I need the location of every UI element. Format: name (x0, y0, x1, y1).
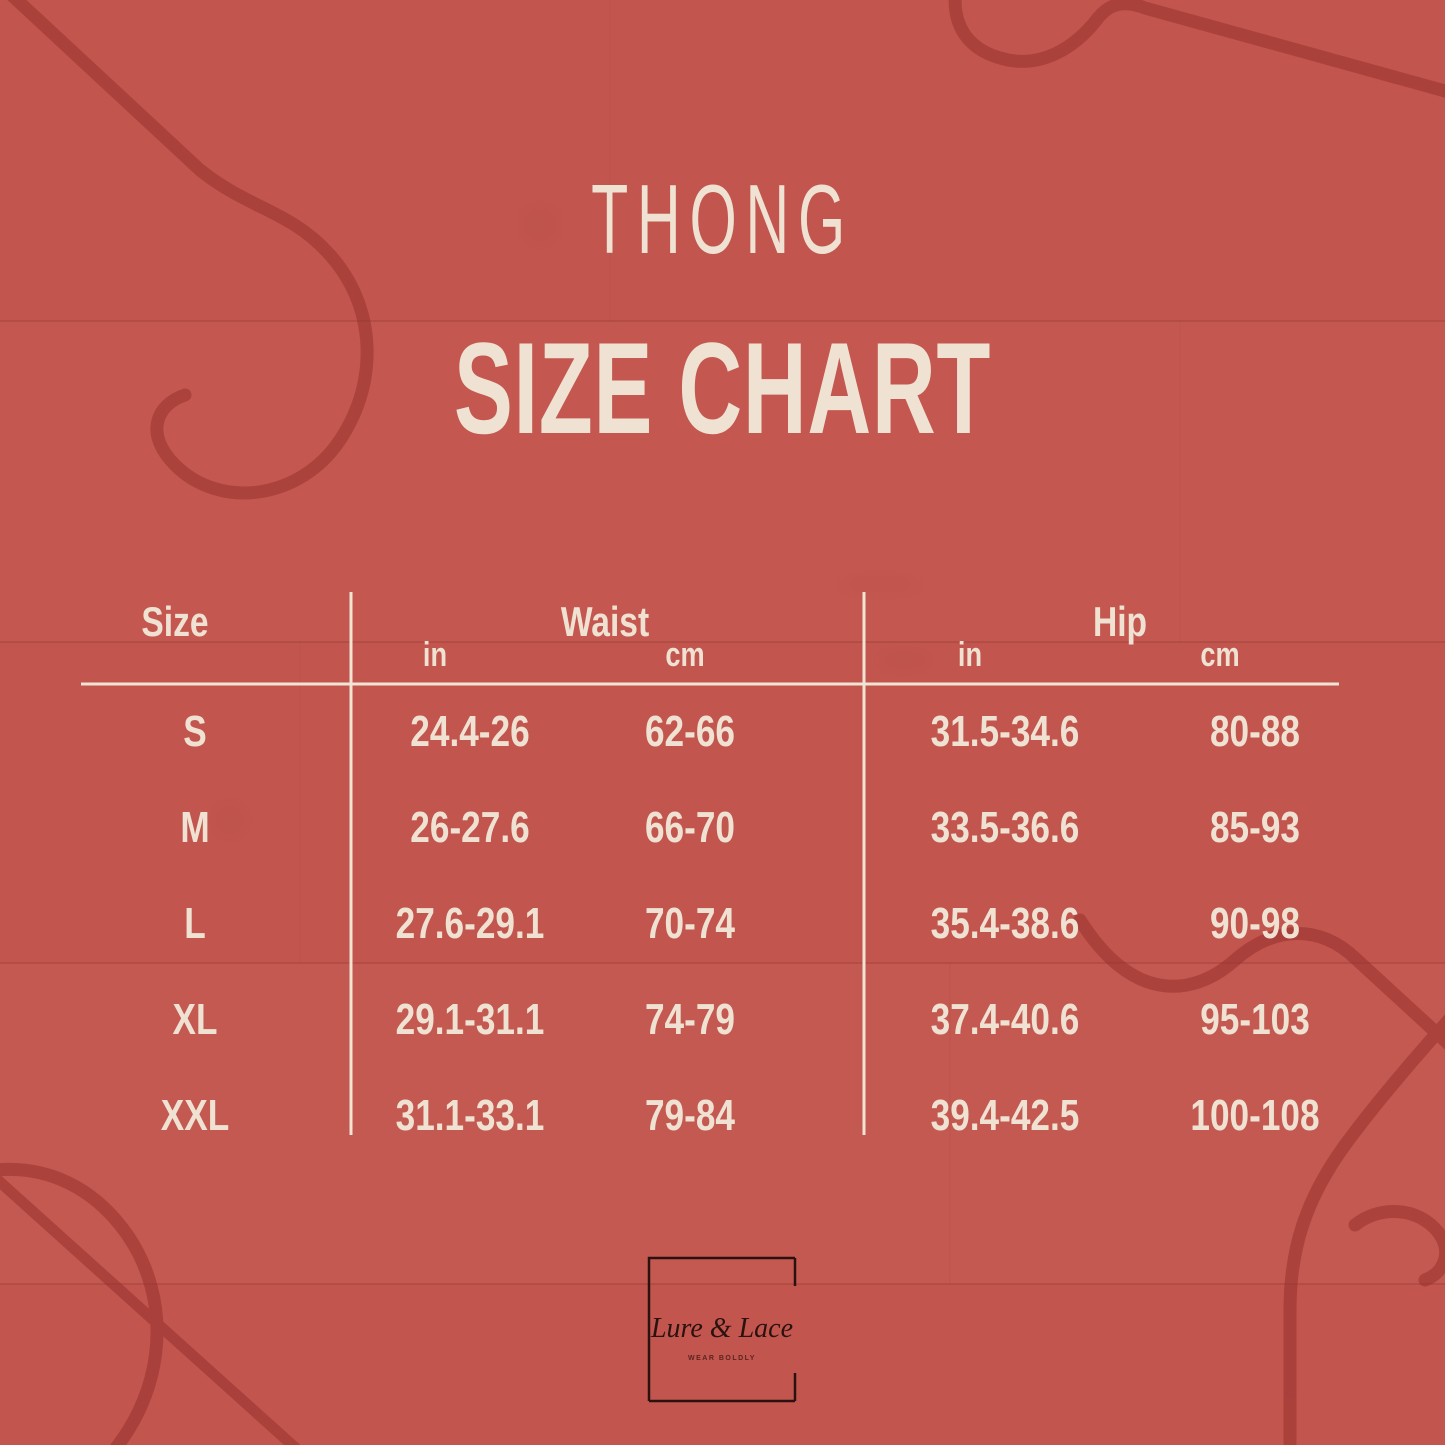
svg-text:Lure & Lace: Lure & Lace (650, 1313, 793, 1344)
